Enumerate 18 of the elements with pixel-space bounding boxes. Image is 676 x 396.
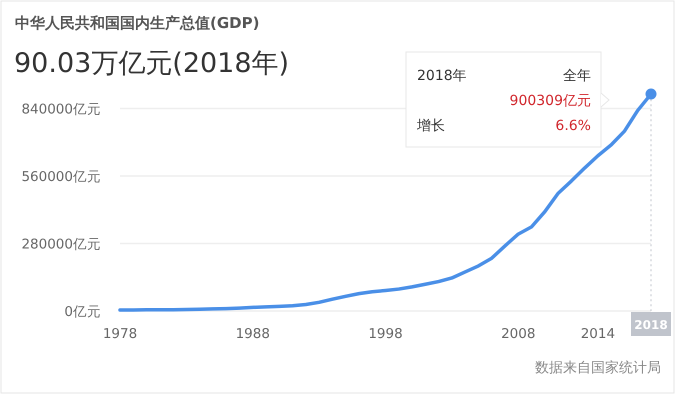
x-tick-label: 2014 bbox=[580, 326, 616, 342]
text: 全年 bbox=[563, 68, 591, 84]
annotation: 900309亿元 bbox=[510, 93, 591, 109]
x-tick-label: 2008 bbox=[501, 326, 536, 342]
chart-subtitle: 90.03万亿元(2018年) bbox=[14, 48, 290, 79]
y-tick-label: 0亿元 bbox=[64, 304, 101, 320]
ref-line-label: 2018 bbox=[634, 318, 668, 332]
y-tick-label: 560000亿元 bbox=[21, 169, 101, 185]
y-tick-label: 280000亿元 bbox=[21, 236, 101, 252]
y-tick-label: 840000亿元 bbox=[21, 102, 101, 118]
annotation: 6.6% bbox=[555, 118, 591, 134]
text: 数据来自国家统计局 bbox=[535, 360, 661, 376]
x-tick-label: 1978 bbox=[102, 326, 138, 342]
annotation: 增长 bbox=[416, 118, 445, 134]
chart-title: 中华人民共和国国内生产总值(GDP) bbox=[15, 14, 260, 32]
x-tick-label: 1998 bbox=[368, 326, 403, 342]
text: 2018年 bbox=[417, 68, 467, 84]
x-tick-label: 1988 bbox=[236, 326, 270, 342]
